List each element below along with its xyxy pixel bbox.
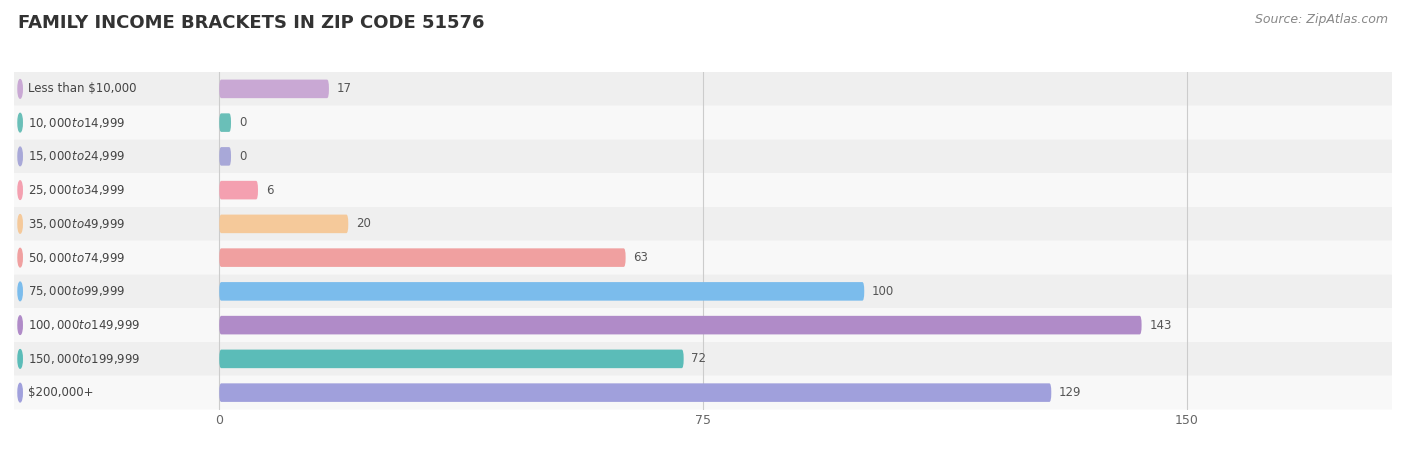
FancyBboxPatch shape <box>14 207 1392 241</box>
FancyBboxPatch shape <box>14 72 1392 106</box>
Text: $150,000 to $199,999: $150,000 to $199,999 <box>28 352 141 366</box>
FancyBboxPatch shape <box>219 113 231 132</box>
Text: $200,000+: $200,000+ <box>28 386 93 399</box>
Circle shape <box>18 248 22 267</box>
FancyBboxPatch shape <box>219 350 683 368</box>
Circle shape <box>18 316 22 334</box>
Text: 0: 0 <box>239 150 246 163</box>
Text: 72: 72 <box>692 352 706 365</box>
Text: 143: 143 <box>1149 319 1171 332</box>
Text: $10,000 to $14,999: $10,000 to $14,999 <box>28 116 125 130</box>
Text: $15,000 to $24,999: $15,000 to $24,999 <box>28 149 125 163</box>
Text: 100: 100 <box>872 285 894 298</box>
Text: 129: 129 <box>1059 386 1081 399</box>
FancyBboxPatch shape <box>14 342 1392 376</box>
Text: 0: 0 <box>239 116 246 129</box>
FancyBboxPatch shape <box>14 140 1392 173</box>
Text: 20: 20 <box>356 217 371 230</box>
Text: $25,000 to $34,999: $25,000 to $34,999 <box>28 183 125 197</box>
FancyBboxPatch shape <box>14 106 1392 140</box>
Text: FAMILY INCOME BRACKETS IN ZIP CODE 51576: FAMILY INCOME BRACKETS IN ZIP CODE 51576 <box>18 14 485 32</box>
FancyBboxPatch shape <box>219 215 349 233</box>
Circle shape <box>18 113 22 132</box>
FancyBboxPatch shape <box>219 316 1142 334</box>
FancyBboxPatch shape <box>14 241 1392 274</box>
Text: $100,000 to $149,999: $100,000 to $149,999 <box>28 318 141 332</box>
Text: $50,000 to $74,999: $50,000 to $74,999 <box>28 251 125 265</box>
Circle shape <box>18 80 22 98</box>
Circle shape <box>18 383 22 402</box>
Text: Less than $10,000: Less than $10,000 <box>28 82 136 95</box>
FancyBboxPatch shape <box>14 274 1392 308</box>
Circle shape <box>18 350 22 368</box>
Circle shape <box>18 215 22 233</box>
FancyBboxPatch shape <box>14 173 1392 207</box>
Text: $35,000 to $49,999: $35,000 to $49,999 <box>28 217 125 231</box>
FancyBboxPatch shape <box>219 181 257 199</box>
Circle shape <box>18 147 22 166</box>
Circle shape <box>18 181 22 199</box>
FancyBboxPatch shape <box>14 308 1392 342</box>
Text: 63: 63 <box>634 251 648 264</box>
FancyBboxPatch shape <box>14 376 1392 410</box>
Text: Source: ZipAtlas.com: Source: ZipAtlas.com <box>1254 14 1388 27</box>
Text: 17: 17 <box>337 82 352 95</box>
FancyBboxPatch shape <box>219 383 1052 402</box>
Circle shape <box>18 282 22 301</box>
Text: 6: 6 <box>266 184 273 197</box>
FancyBboxPatch shape <box>219 80 329 98</box>
FancyBboxPatch shape <box>219 147 231 166</box>
Text: $75,000 to $99,999: $75,000 to $99,999 <box>28 284 125 298</box>
FancyBboxPatch shape <box>219 282 865 301</box>
FancyBboxPatch shape <box>219 248 626 267</box>
